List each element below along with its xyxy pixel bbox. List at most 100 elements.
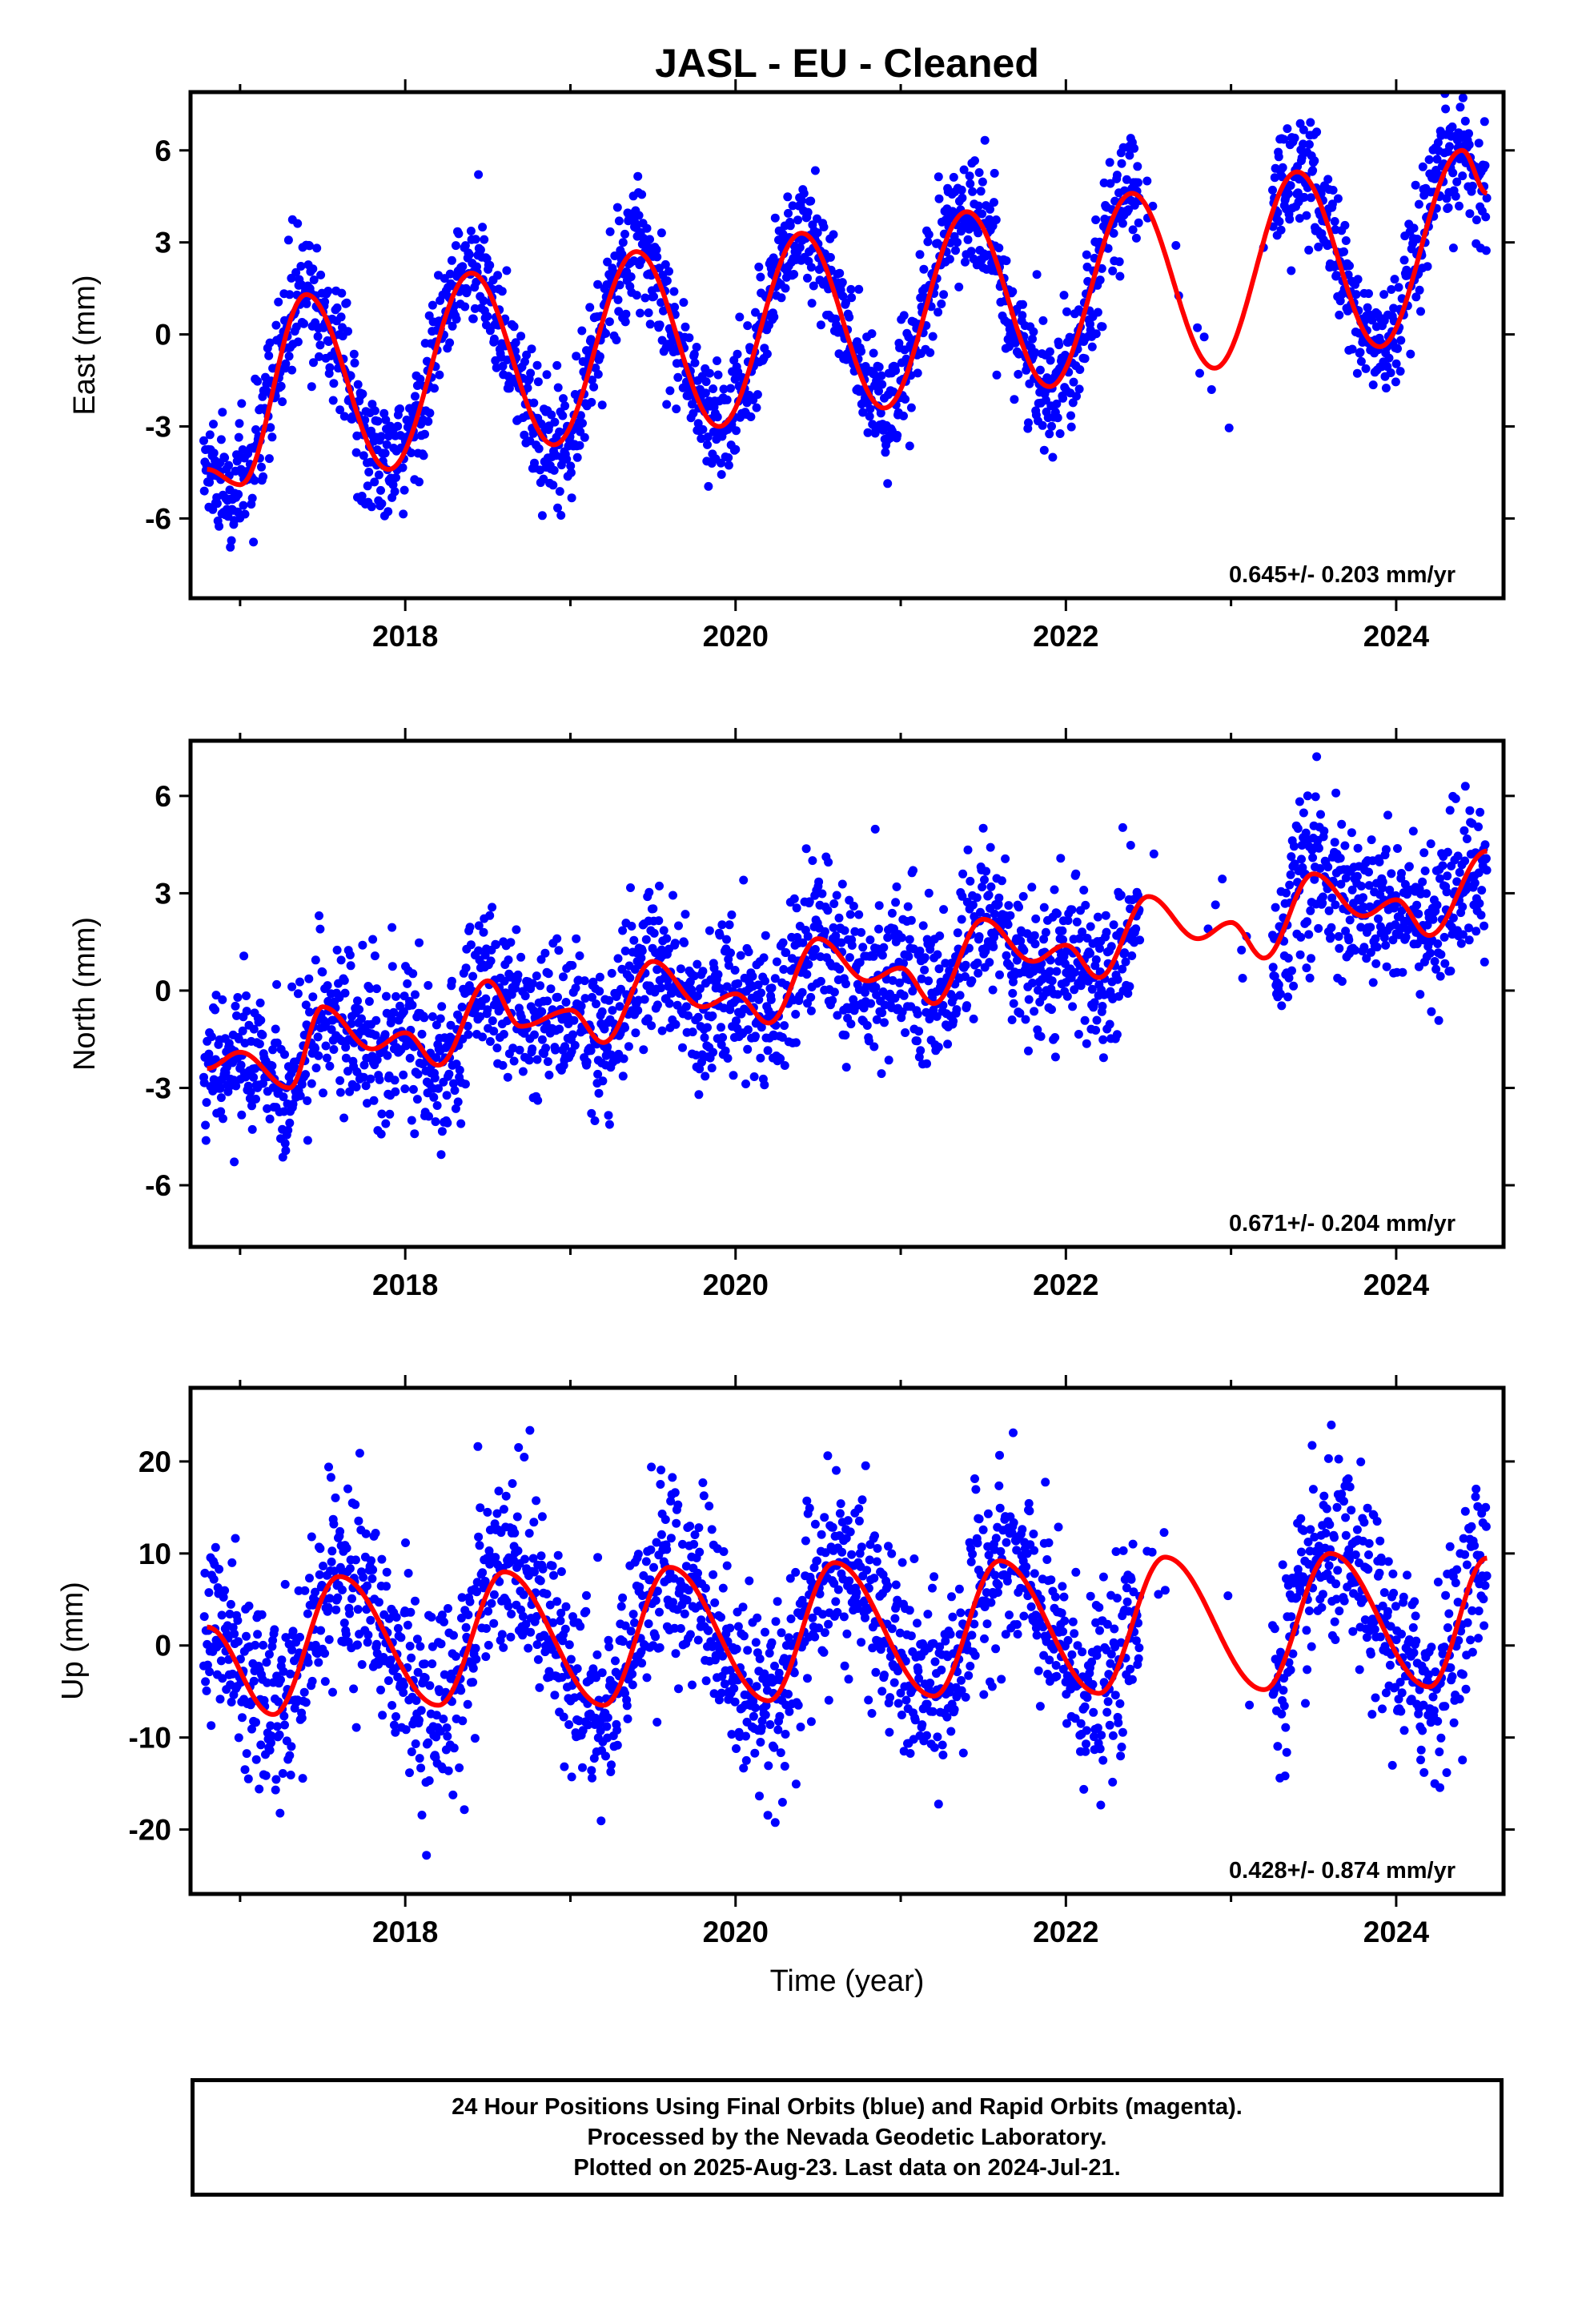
data-point [339,1618,349,1628]
data-point [417,1029,427,1039]
data-point [280,1720,289,1730]
data-point [594,1088,604,1098]
data-point [924,888,934,898]
data-point [485,326,495,336]
data-point [612,1725,622,1735]
data-point [901,395,910,404]
data-point [1384,353,1394,363]
data-point [353,996,362,1006]
data-point [644,887,654,897]
data-point [1438,861,1447,870]
data-point [1237,945,1247,955]
data-point [865,412,874,421]
data-point [974,201,983,211]
data-point [518,1067,528,1076]
data-point [1472,927,1481,936]
data-point [703,440,712,449]
data-point [465,923,475,932]
data-point [717,1023,725,1032]
data-point [460,1080,470,1089]
data-point [626,883,635,892]
data-point [1109,228,1118,238]
data-point [576,1001,586,1011]
data-point [487,1598,496,1608]
data-point [247,493,257,503]
data-point [1283,124,1292,134]
data-point [1080,1015,1090,1025]
data-point [343,1484,352,1494]
data-point [1464,923,1473,933]
data-point [870,824,880,834]
data-point [1098,1035,1108,1044]
data-point [924,976,934,986]
data-point [439,1715,448,1723]
data-point [1053,909,1062,919]
data-point [323,1602,333,1612]
data-point [484,1606,493,1616]
data-point [509,1056,519,1066]
data-point [1296,932,1306,942]
data-point [1068,1002,1078,1011]
data-point [532,1612,541,1621]
data-point [224,460,234,470]
data-point [367,1574,377,1583]
data-point [526,1627,536,1637]
data-point [1293,824,1303,833]
data-point [704,481,713,491]
data-point [829,899,839,908]
data-point [1006,911,1015,920]
data-point [1101,911,1110,920]
data-point [359,451,368,460]
data-point [307,382,316,392]
data-point [537,1007,547,1016]
data-point [656,228,666,238]
data-point [973,958,982,967]
data-point [504,1602,513,1611]
data-point [499,1030,508,1039]
data-point [854,910,864,919]
data-point [420,1013,429,1023]
data-point [1411,292,1421,302]
data-point [558,411,568,420]
data-point [209,420,218,429]
data-point [972,893,982,903]
data-point [784,208,793,218]
data-point [743,1044,753,1054]
data-point [806,196,816,206]
data-point [1098,1002,1107,1011]
figure-title: JASL - EU - Cleaned [655,41,1039,86]
data-point [560,401,570,411]
data-point [357,1014,366,1023]
data-point [777,1032,787,1042]
data-point [1331,271,1341,280]
data-point [968,187,978,196]
data-point [857,927,866,937]
data-point [1149,849,1158,858]
data-point [322,1053,331,1063]
data-point [548,480,558,490]
data-point [280,1579,290,1589]
data-point [724,961,733,970]
data-point [893,431,902,440]
data-point [1383,810,1392,820]
data-point [1103,243,1113,253]
data-point [672,404,681,414]
data-point [603,257,612,267]
data-point [976,907,985,917]
data-point [476,245,485,255]
data-point [552,1597,562,1606]
data-point [1102,927,1111,937]
data-point [228,1669,237,1679]
data-point [247,1124,257,1134]
data-point [358,389,367,399]
data-point [391,1712,400,1721]
data-point [1337,977,1347,986]
data-point [1480,161,1490,171]
data-point [271,1785,280,1795]
x-tick-label: 2020 [703,1269,769,1301]
data-point [520,991,530,1001]
data-point [331,1605,341,1614]
data-point [481,1652,491,1662]
data-point [1361,364,1371,373]
data-point [255,998,265,1007]
